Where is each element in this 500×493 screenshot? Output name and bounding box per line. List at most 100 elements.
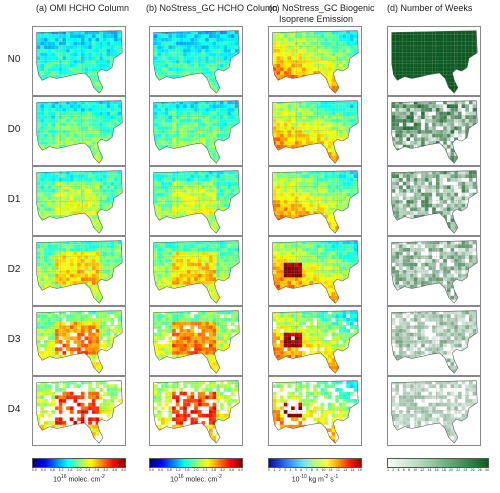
map-panel-d2-a xyxy=(32,236,126,306)
colorbar-c-tick: 5 xyxy=(294,468,297,472)
map-panel-d2-c xyxy=(268,236,362,306)
column-title-c: (c) NoStress_GC Biogenic Isoprene Emissi… xyxy=(269,3,375,25)
column-title-a: (a) OMI HCHO Column xyxy=(36,3,130,13)
map-panel-d2-b xyxy=(149,236,243,306)
map-panel-d3-c xyxy=(268,306,362,376)
colorbar-a-tick: 3.6 xyxy=(112,468,118,472)
row-label-d3: D3 xyxy=(7,334,21,345)
colorbar-b-tick: 2.0 xyxy=(193,468,199,472)
colorbar-c-tick: 13 xyxy=(343,468,348,472)
colorbar-d-tick: 6 xyxy=(402,468,405,472)
colorbar-b-tick: 0.4 xyxy=(157,468,163,472)
colorbar-c-tick: 11 xyxy=(328,468,333,472)
column-title-c-line1: (c) NoStress_GC Biogenic xyxy=(269,3,375,13)
map-panel-d4-b xyxy=(149,376,243,446)
colorbar-c-tick: 10 xyxy=(321,468,326,472)
colorbar-a-tick: 0.4 xyxy=(40,468,46,472)
colorbar-b xyxy=(149,458,243,468)
colorbar-d-tick: 12 xyxy=(420,468,425,472)
colorbar-a-tick: 1.6 xyxy=(67,468,73,472)
column-title-c-line2: Isoprene Emission xyxy=(279,14,354,24)
colorbar-b-tick: 3.6 xyxy=(229,468,235,472)
colorbar-c-tick: 12 xyxy=(335,468,340,472)
row-label-d0: D0 xyxy=(7,124,21,135)
map-panel-d2-d xyxy=(387,236,481,306)
colorbar-b-tick: 0.0 xyxy=(149,468,154,472)
colorbar-a-tick: 4.0 xyxy=(121,468,126,472)
colorbar-b-tick: 2.8 xyxy=(211,468,217,472)
colorbar-d-ticks: 1 2 4 6 8 10 12 14 16 18 20 22 24 26 28 30 xyxy=(387,468,489,472)
map-panel-n0-b xyxy=(149,26,243,96)
colorbar-c-tick: 6 xyxy=(300,468,303,472)
colorbar-c xyxy=(268,458,362,468)
map-panel-d1-d xyxy=(387,166,481,236)
colorbar-d-tick: 18 xyxy=(441,468,446,472)
colorbar-c-tick: 4 xyxy=(289,468,292,472)
colorbar-c-tick: 14 xyxy=(350,468,355,472)
colorbar-c-tick: 8 xyxy=(310,468,313,472)
colorbar-b-tick: 4.0 xyxy=(238,468,243,472)
map-panel-n0-c xyxy=(268,26,362,96)
colorbar-c-tick: 7 xyxy=(305,468,308,472)
map-panel-d3-a xyxy=(32,306,126,376)
colorbar-a-tick: 3.2 xyxy=(103,468,109,472)
colorbar-d-tick: 2 xyxy=(392,468,395,472)
colorbar-a-ticks: 0.0 0.4 0.8 1.2 1.6 2.0 2.4 2.8 3.2 3.6 4.0 xyxy=(32,468,126,472)
map-panel-d4-a xyxy=(32,376,126,446)
colorbar-c-tick: 1 xyxy=(273,468,276,472)
map-panel-d1-a xyxy=(32,166,126,236)
colorbar-d-tick: 10 xyxy=(413,468,418,472)
colorbar-b-unit: 1016 molec. cm-2 xyxy=(170,474,222,484)
map-panel-n0-a xyxy=(32,26,126,96)
colorbar-d-tick: 24 xyxy=(463,468,468,472)
row-label-d4: D4 xyxy=(7,404,21,415)
map-panel-d3-d xyxy=(387,306,481,376)
colorbar-a-tick: 0.8 xyxy=(49,468,55,472)
colorbar-c-unit: 10-10 kg m-2 s-1 xyxy=(291,474,339,484)
colorbar-d-tick: 22 xyxy=(456,468,461,472)
map-panel-d4-c xyxy=(268,376,362,446)
map-panel-d1-b xyxy=(149,166,243,236)
colorbar-b-ticks: 0.0 0.4 0.8 1.2 1.6 2.0 2.4 2.8 3.2 3.6 4.0 xyxy=(149,468,243,472)
row-label-d1: D1 xyxy=(7,194,21,205)
colorbar-d-tick: 20 xyxy=(449,468,454,472)
map-panel-d3-b xyxy=(149,306,243,376)
colorbar-a-tick: 2.0 xyxy=(76,468,82,472)
colorbar-a xyxy=(32,458,126,468)
map-panel-d0-c xyxy=(268,96,362,166)
colorbar-d-tick: 1 xyxy=(387,468,389,472)
colorbar-d-tick: 8 xyxy=(407,468,410,472)
column-title-d: (d) Number of Weeks xyxy=(387,3,473,13)
colorbar-a-unit: 1016 molec. cm-2 xyxy=(53,474,105,484)
map-panel-d0-d xyxy=(387,96,481,166)
colorbar-b-tick: 3.2 xyxy=(220,468,226,472)
colorbar-d-tick: 28 xyxy=(477,468,482,472)
colorbar-c-tick: 15 xyxy=(357,468,362,472)
colorbar-a-tick: 2.4 xyxy=(85,468,91,472)
colorbar-b-tick: 2.4 xyxy=(202,468,208,472)
colorbar-c-tick: 2 xyxy=(278,468,281,472)
colorbar-a-tick: 0.0 xyxy=(32,468,37,472)
colorbar-b-tick: 1.6 xyxy=(184,468,190,472)
map-panel-d0-b xyxy=(149,96,243,166)
colorbar-c-tick: 3 xyxy=(284,468,287,472)
map-panel-d4-d xyxy=(387,376,481,446)
colorbar-b-tick: 1.2 xyxy=(175,468,181,472)
colorbar-d-tick: 14 xyxy=(427,468,432,472)
colorbar-d xyxy=(387,458,489,468)
colorbar-d-tick: 30 xyxy=(485,468,489,472)
colorbar-c-ticks: 0 1 2 3 4 5 6 7 8 9 10 11 12 13 14 15 xyxy=(268,468,362,472)
column-title-b: (b) NoStress_GC HCHO Column xyxy=(146,3,278,13)
colorbar-b-tick: 0.8 xyxy=(166,468,172,472)
colorbar-a-tick: 2.8 xyxy=(94,468,100,472)
row-label-n0: N0 xyxy=(7,54,21,65)
map-panel-n0-d xyxy=(387,26,481,96)
row-label-d2: D2 xyxy=(7,264,21,275)
colorbar-a-tick: 1.2 xyxy=(58,468,64,472)
colorbar-c-tick: 0 xyxy=(268,468,270,472)
colorbar-d-tick: 4 xyxy=(397,468,400,472)
map-panel-d1-c xyxy=(268,166,362,236)
map-panel-d0-a xyxy=(32,96,126,166)
colorbar-d-tick: 26 xyxy=(470,468,475,472)
colorbar-c-tick: 9 xyxy=(316,468,319,472)
